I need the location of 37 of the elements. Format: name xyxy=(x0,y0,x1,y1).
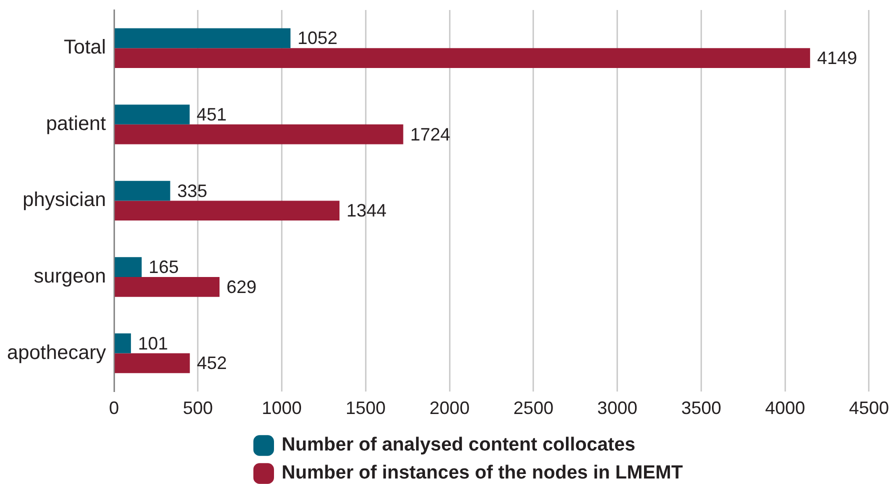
data-label: 1724 xyxy=(410,124,450,144)
bar xyxy=(114,276,220,297)
bar xyxy=(114,104,190,124)
data-label: 451 xyxy=(196,104,227,124)
x-tick-label: 500 xyxy=(182,398,213,418)
legend-label: Number of instances of the nodes in LMEMT xyxy=(282,462,684,484)
y-tick-label: apothecary xyxy=(7,342,106,364)
bar xyxy=(114,124,404,144)
data-label: 1052 xyxy=(297,28,338,48)
bar xyxy=(114,353,190,374)
bar xyxy=(114,200,340,221)
x-tick-label: 0 xyxy=(108,398,120,418)
data-label: 165 xyxy=(148,257,179,278)
x-tick-label: 4000 xyxy=(765,398,806,418)
bar xyxy=(114,180,170,201)
y-tick-label: surgeon xyxy=(34,265,106,288)
y-tick-label: physician xyxy=(22,189,106,212)
legend-label: Number of analysed content collocates xyxy=(282,434,636,456)
bar xyxy=(114,28,290,48)
data-label: 335 xyxy=(177,180,208,201)
y-tick-label: Total xyxy=(64,36,106,59)
data-label: 101 xyxy=(138,333,168,354)
data-label: 629 xyxy=(226,276,257,297)
bar xyxy=(114,333,131,354)
x-tick-label: 2500 xyxy=(513,398,554,418)
bar xyxy=(114,257,142,277)
data-label: 452 xyxy=(196,353,227,374)
x-tick-label: 3500 xyxy=(681,398,722,418)
x-tick-label: 2000 xyxy=(430,398,470,418)
x-tick-label: 1000 xyxy=(262,398,302,418)
x-tick-label: 4500 xyxy=(848,398,889,418)
x-tick-label: 3000 xyxy=(597,398,638,418)
data-label: 1344 xyxy=(346,200,387,221)
x-tick-label: 1500 xyxy=(346,398,386,418)
y-tick-label: patient xyxy=(46,112,106,135)
bar xyxy=(114,48,810,68)
data-label: 4149 xyxy=(817,48,858,68)
